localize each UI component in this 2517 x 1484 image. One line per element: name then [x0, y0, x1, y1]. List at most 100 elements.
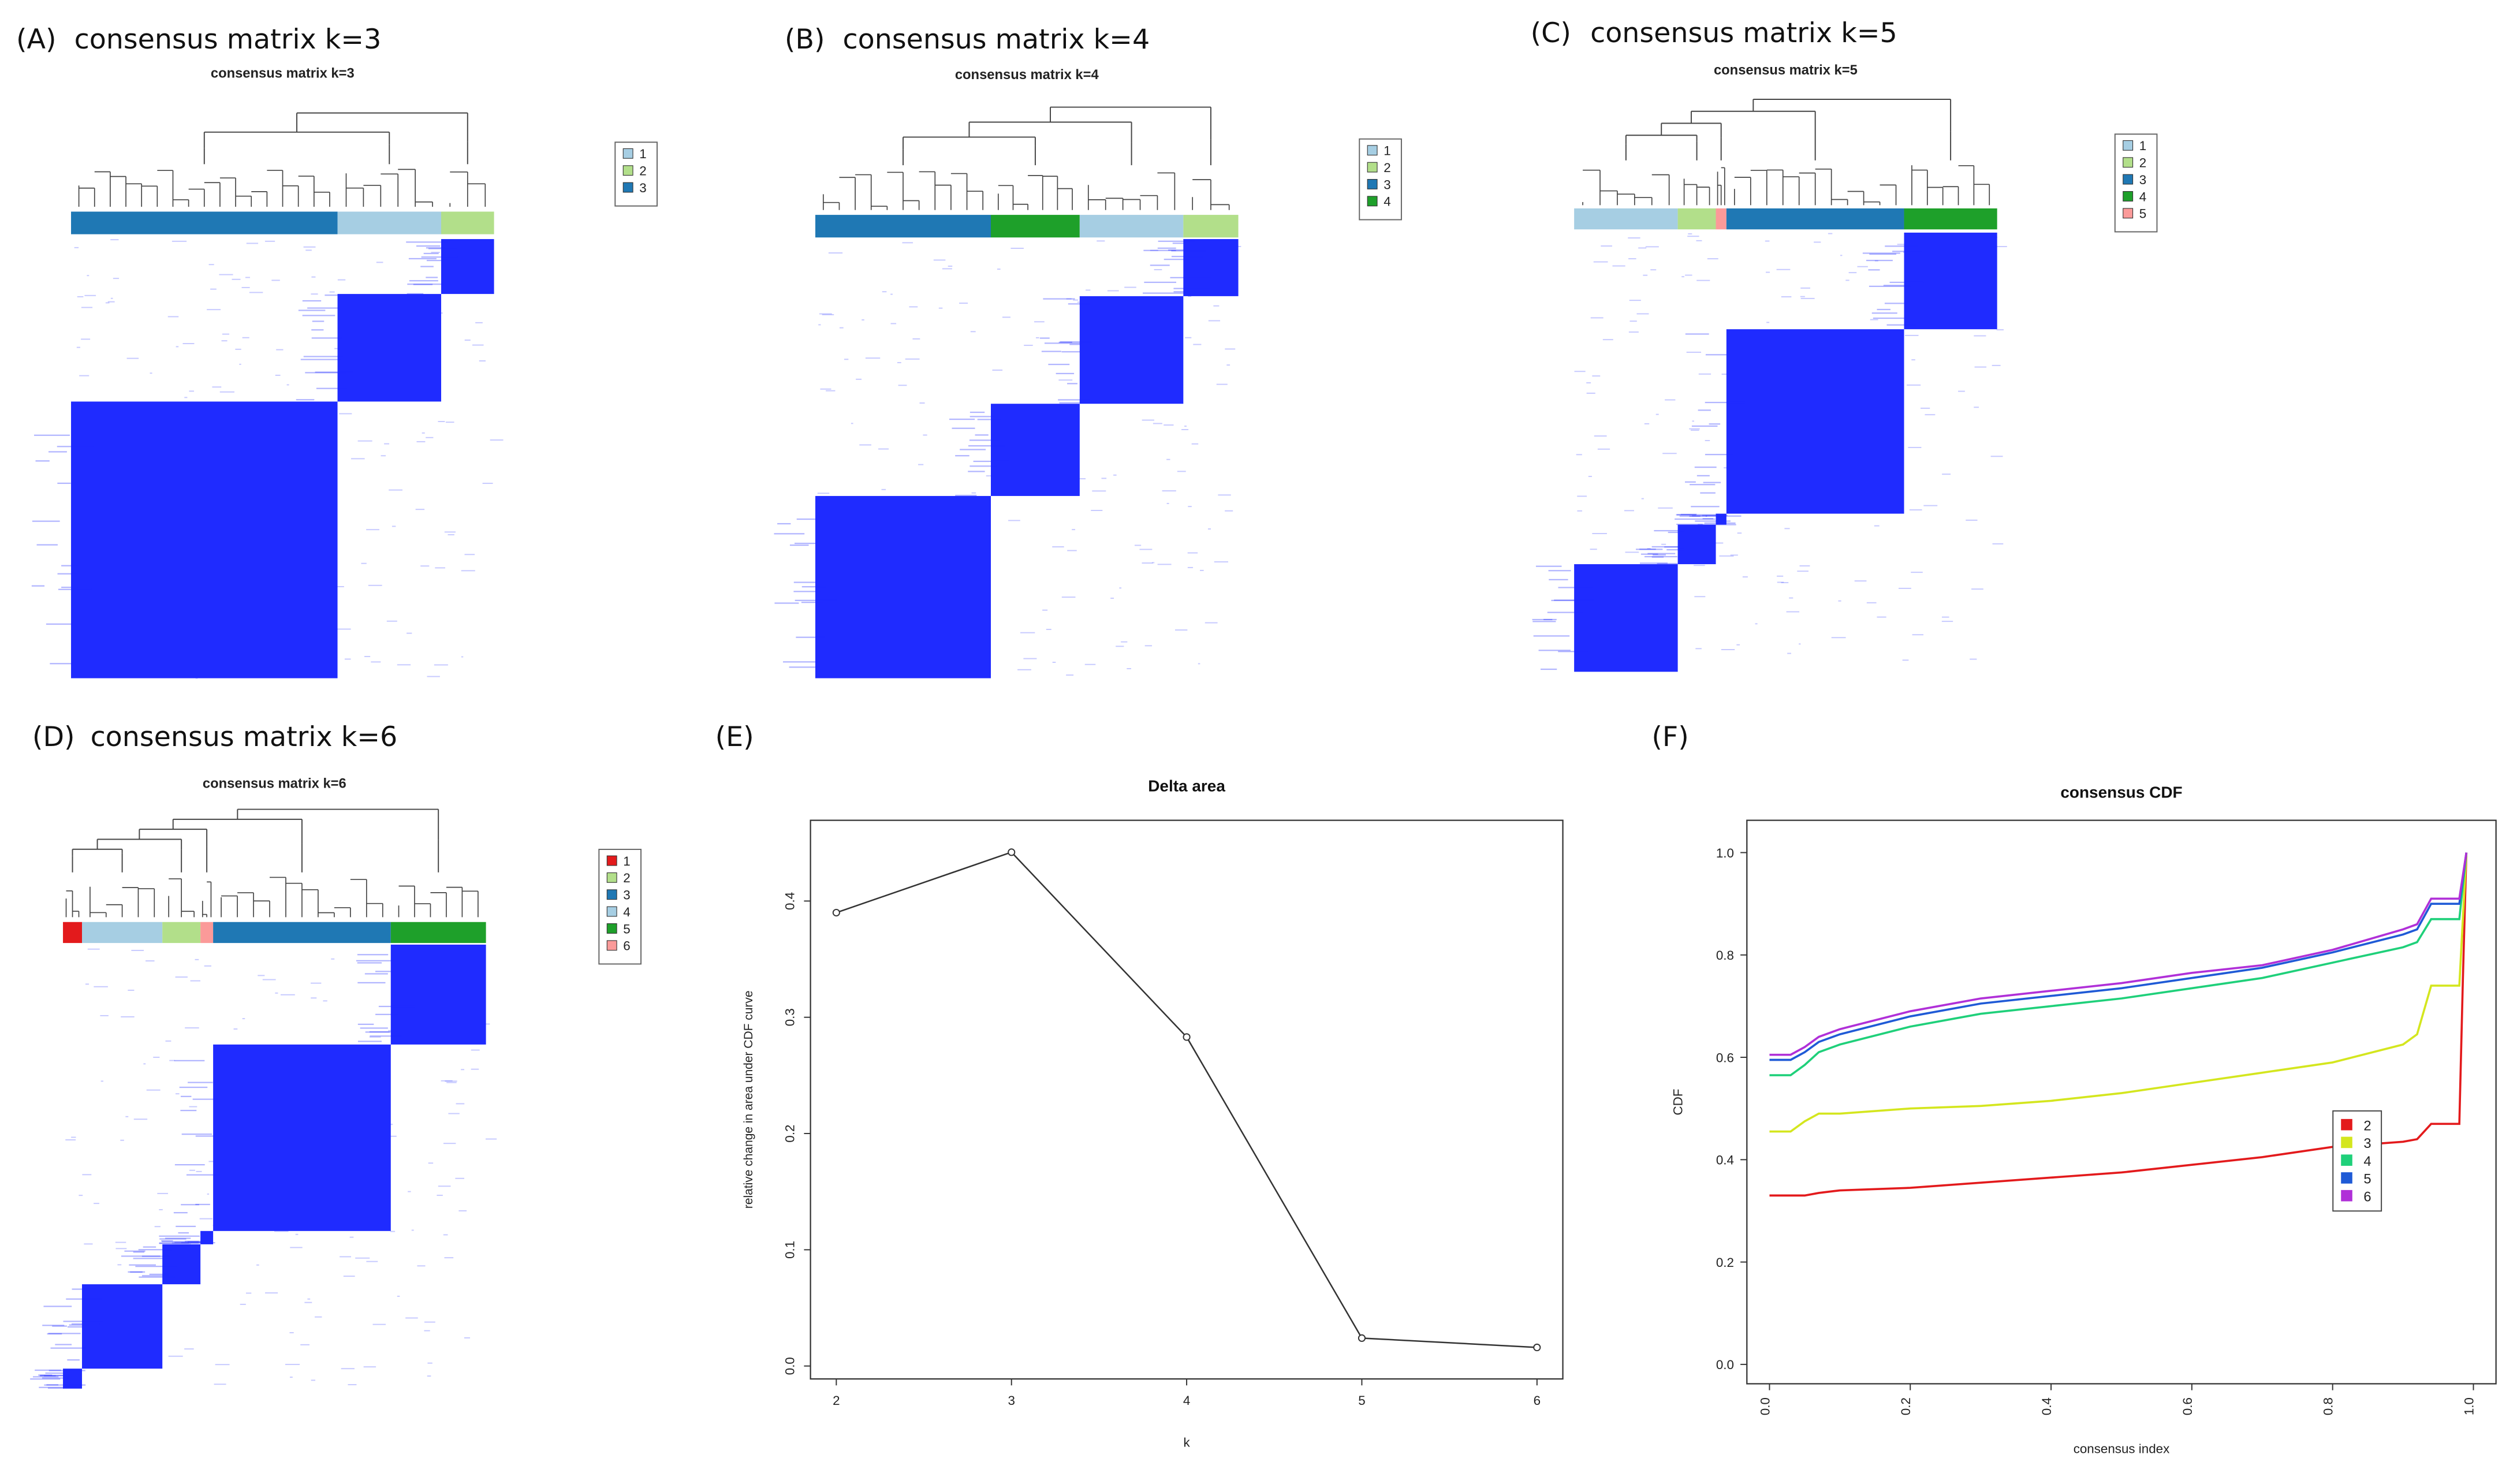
matrix-noise-cell [1736, 644, 1740, 646]
matrix-noise-cell [1142, 562, 1153, 564]
matrix-noise-cell [1776, 269, 1791, 270]
consensus-matrix-k3: consensus matrix k=3 1 2 3 [31, 65, 658, 679]
matrix-noise-cell [1665, 399, 1676, 401]
matrix-noise-cell [1889, 281, 1924, 284]
heatmap-inner-title: consensus matrix k=4 [955, 67, 1099, 83]
matrix-noise-cell [1854, 580, 1867, 582]
legend-swatch [606, 889, 617, 900]
matrix-noise-cell [300, 1344, 310, 1345]
matrix-noise-cell [207, 1193, 210, 1195]
matrix-noise-cell [171, 1242, 199, 1244]
matrix-noise-cell [311, 276, 316, 278]
cluster-bar-segment [1183, 215, 1239, 238]
matrix-noise-cell [149, 1273, 169, 1275]
legend-label: 2 [2363, 1118, 2371, 1133]
matrix-noise-cell [325, 294, 355, 296]
legend-box [614, 141, 658, 207]
matrix-noise-cell [180, 1110, 197, 1112]
matrix-noise-cell [1651, 556, 1664, 558]
matrix-noise-cell [1866, 259, 1893, 262]
matrix-noise-cell [1705, 401, 1746, 404]
matrix-noise-cell [1143, 249, 1176, 251]
matrix-noise-cell [1645, 246, 1659, 248]
matrix-noise-cell [1198, 663, 1200, 665]
matrix-noise-cell [789, 666, 818, 668]
y-axis-label: CDF [1670, 1089, 1685, 1116]
matrix-noise-cell [1110, 598, 1114, 599]
matrix-noise-cell [1689, 428, 1700, 430]
panel-c-heading: consensus matrix k=5 [1590, 17, 1897, 49]
matrix-noise-cell [1538, 650, 1571, 651]
matrix-noise-cell [1700, 492, 1716, 494]
matrix-noise-cell [1052, 662, 1056, 663]
legend-swatch [2123, 208, 2134, 219]
matrix-noise-cell [180, 1095, 192, 1097]
matrix-noise-cell [1113, 474, 1117, 476]
matrix-noise-cell [1942, 616, 1949, 618]
matrix-noise-cell [1069, 344, 1080, 345]
matrix-noise-cell [120, 1139, 124, 1141]
matrix-noise-cell [179, 1086, 208, 1088]
matrix-noise-cell [1116, 646, 1124, 647]
matrix-noise-cell [822, 314, 834, 315]
legend-box [2332, 1110, 2382, 1212]
matrix-noise-cell [1191, 443, 1199, 445]
matrix-noise-cell [290, 1247, 303, 1248]
matrix-noise-cell [1017, 669, 1031, 670]
matrix-noise-cell [796, 636, 825, 638]
matrix-noise-cell [1845, 279, 1849, 281]
matrix-noise-cell [350, 458, 365, 460]
matrix-noise-cell [1593, 261, 1608, 263]
legend-swatch [1367, 145, 1378, 156]
cluster-bar-segment [337, 211, 442, 234]
matrix-noise-cell [143, 1246, 156, 1248]
matrix-noise-cell [881, 489, 886, 490]
matrix-noise-cell [72, 1288, 96, 1290]
matrix-noise-cell [942, 268, 952, 270]
matrix-noise-cell [443, 1234, 448, 1236]
consensus-block [1574, 564, 1678, 672]
matrix-noise-cell [246, 1292, 252, 1294]
matrix-noise-cell [1150, 264, 1170, 266]
matrix-noise-cell [174, 1060, 205, 1061]
cluster-bar-segment [82, 922, 163, 944]
matrix-noise-cell [1170, 277, 1211, 278]
matrix-noise-cell [1658, 507, 1673, 509]
cluster-bar-segment [200, 922, 214, 944]
matrix-noise-cell [882, 291, 887, 293]
matrix-noise-cell [1066, 298, 1072, 300]
matrix-noise-cell [1868, 269, 1880, 271]
matrix-noise-cell [100, 1015, 109, 1016]
matrix-noise-cell [1061, 596, 1076, 598]
matrix-noise-cell [79, 375, 90, 376]
matrix-noise-cell [159, 1238, 187, 1240]
matrix-noise-cell [1185, 337, 1192, 338]
y-axis-label: relative change in area under CDF curve [742, 990, 755, 1209]
matrix-noise-cell [1024, 345, 1033, 346]
matrix-noise-cell [159, 1243, 191, 1244]
matrix-noise-cell [1970, 658, 1977, 660]
matrix-noise-cell [337, 628, 351, 630]
matrix-noise-cell [1907, 384, 1921, 386]
matrix-noise-cell [1698, 373, 1711, 375]
delta-area-point [1183, 1033, 1191, 1041]
plot-frame [810, 819, 1564, 1380]
matrix-noise-cell [1549, 579, 1568, 580]
matrix-noise-cell [71, 1136, 76, 1138]
matrix-noise-cell [1629, 300, 1641, 301]
matrix-noise-cell [1624, 510, 1634, 512]
matrix-noise-cell [1639, 562, 1668, 564]
matrix-noise-cell [1166, 458, 1170, 460]
matrix-noise-cell [265, 1292, 278, 1294]
matrix-noise-cell [303, 246, 316, 248]
matrix-noise-cell [48, 451, 67, 453]
matrix-noise-cell [405, 1317, 418, 1319]
matrix-noise-cell [897, 362, 901, 363]
matrix-noise-cell [1592, 375, 1601, 377]
matrix-noise-cell [361, 562, 367, 564]
matrix-noise-cell [307, 1298, 311, 1300]
matrix-noise-cell [87, 275, 90, 277]
matrix-noise-cell [1685, 274, 1692, 276]
matrix-noise-cell [256, 1264, 259, 1266]
